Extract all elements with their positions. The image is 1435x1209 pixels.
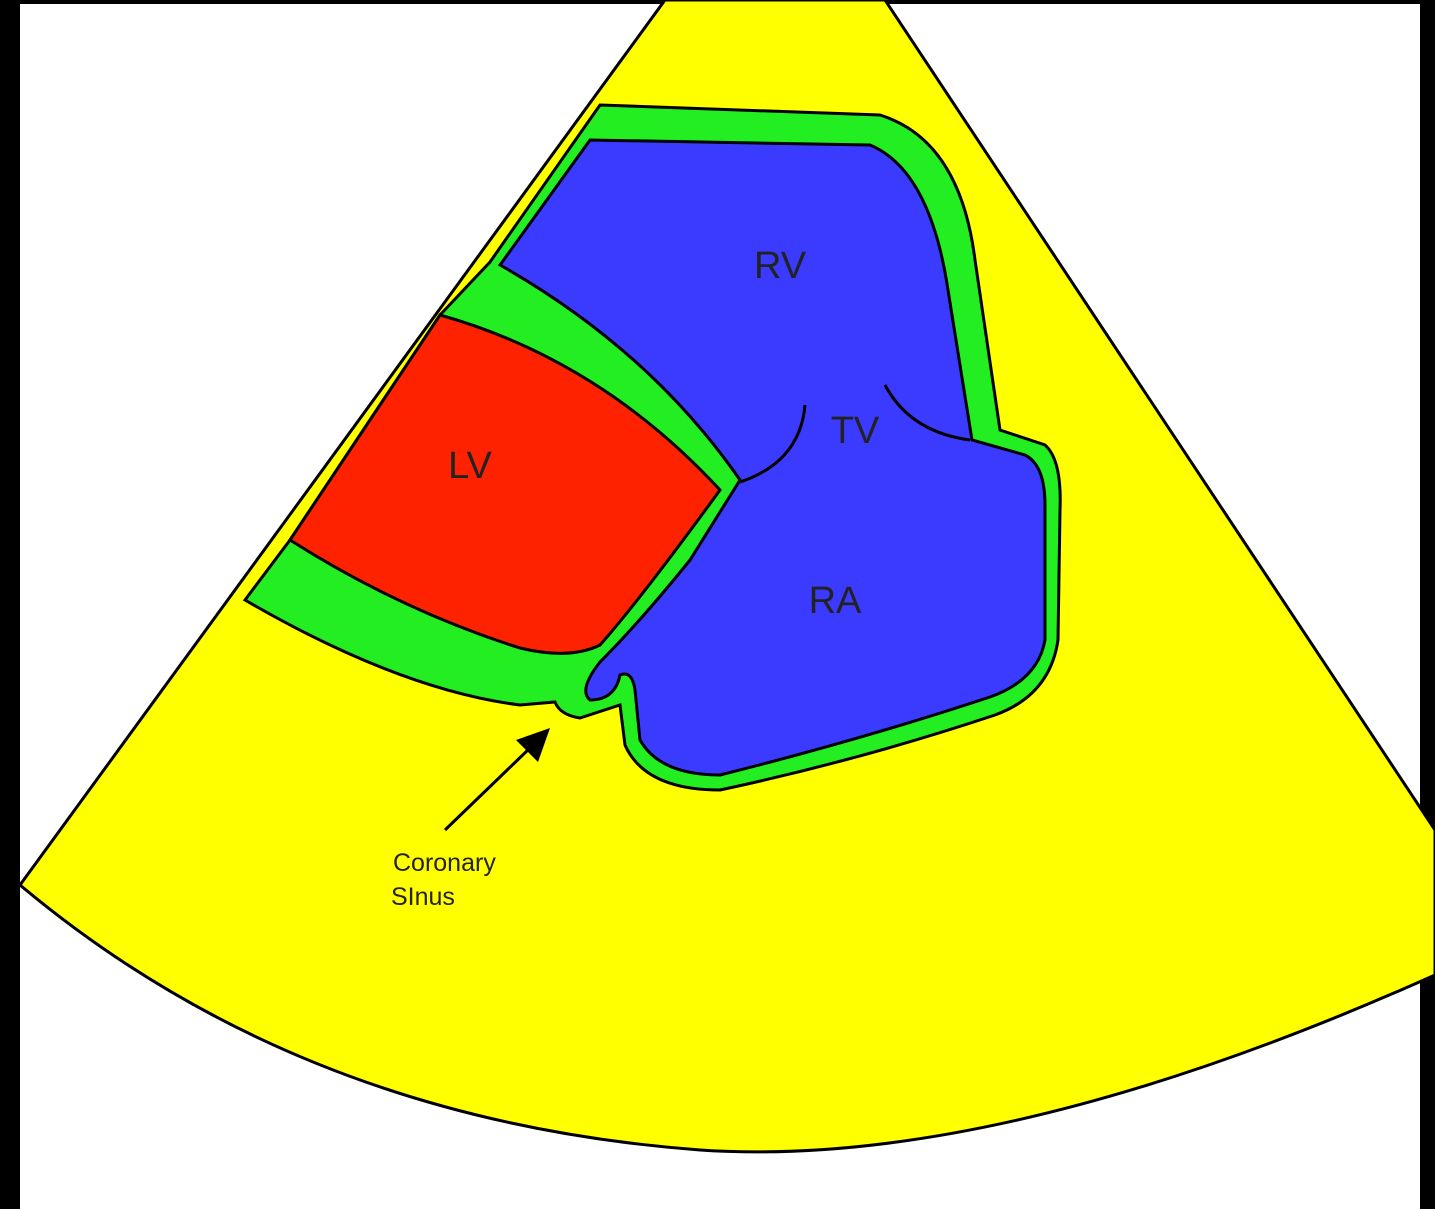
annotation: SInus (391, 883, 455, 911)
page: RV TV LV RA Coronary SInus (() => { cons… (0, 0, 1435, 1209)
diagram: RV TV LV RA Coronary SInus (0, 0, 1435, 1209)
label: RV (754, 245, 807, 287)
label: TV (831, 410, 880, 452)
label: LV (448, 445, 492, 487)
label: RA (809, 580, 862, 622)
annotation: Coronary (393, 849, 496, 877)
